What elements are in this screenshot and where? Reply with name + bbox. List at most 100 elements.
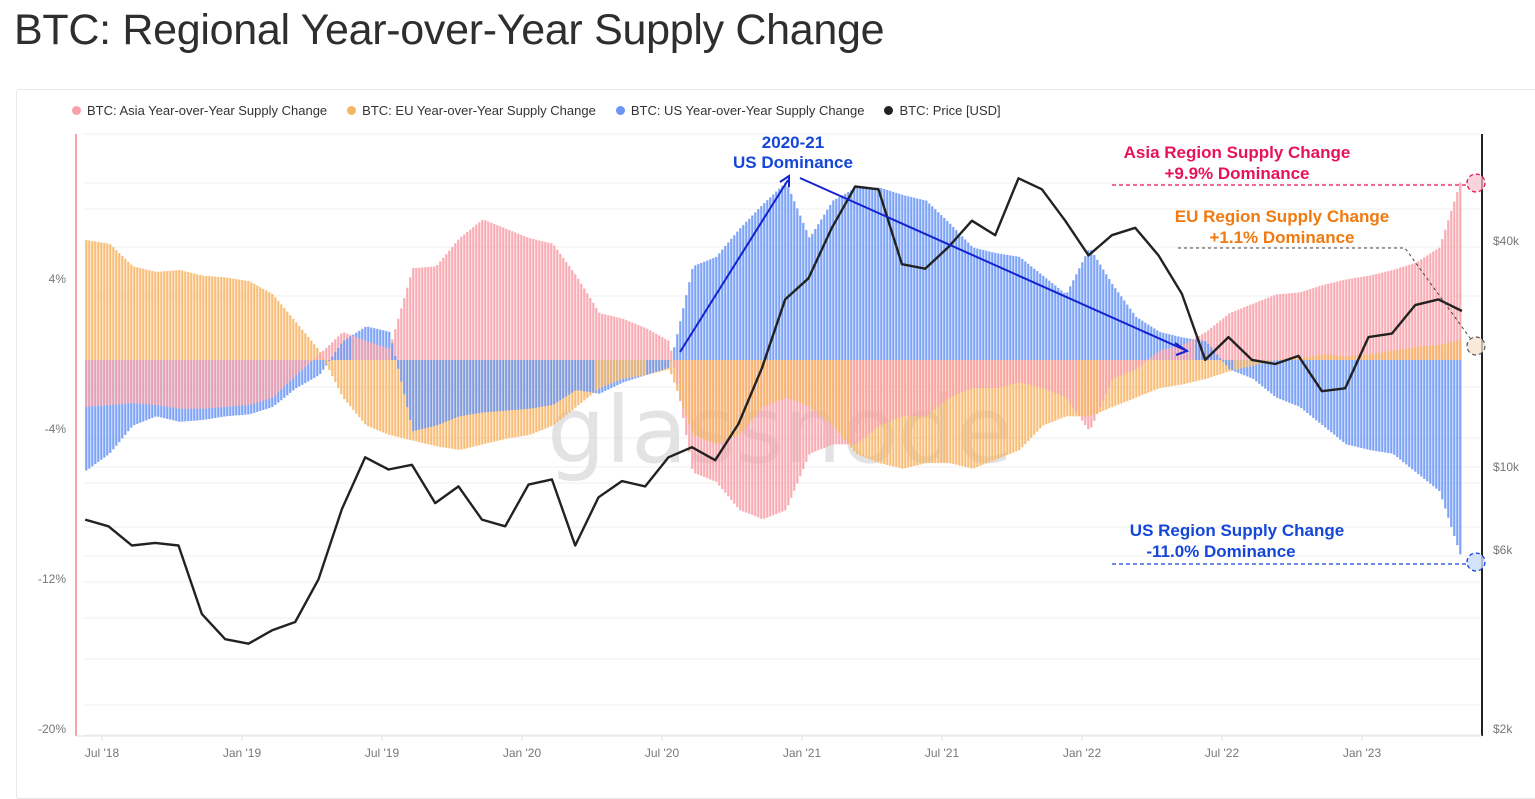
bar-us [1375, 360, 1377, 451]
bar-eu [1153, 360, 1155, 390]
bar-eu [1432, 346, 1434, 361]
bar-asia [877, 360, 879, 427]
bar-asia [379, 346, 381, 360]
bar-us [1342, 360, 1344, 442]
bar-asia [1012, 360, 1014, 384]
bar-asia [1189, 341, 1191, 360]
bar-eu [244, 281, 246, 360]
bar-asia [1357, 277, 1359, 360]
bar-eu [154, 272, 156, 360]
bar-eu [1174, 360, 1176, 386]
bar-asia [202, 360, 204, 409]
bar-asia [316, 356, 318, 360]
bar-eu [130, 265, 132, 360]
left-axis-ticks: 4%-4%-12%-20% [38, 272, 66, 736]
bar-us [808, 237, 810, 360]
bar-asia [403, 298, 405, 360]
bar-asia [1036, 360, 1038, 387]
bar-asia [1264, 299, 1266, 360]
bar-asia [856, 360, 858, 444]
bar-eu [697, 360, 699, 437]
bar-asia [559, 254, 561, 360]
bar-us [679, 321, 681, 360]
bar-asia [589, 298, 591, 360]
bar-us [790, 194, 792, 360]
bar-asia [562, 258, 564, 360]
bar-asia [274, 360, 276, 395]
bar-eu [127, 262, 129, 360]
bar-eu [772, 360, 774, 403]
bar-asia [283, 360, 285, 387]
bar-eu [355, 360, 357, 414]
bar-asia [556, 250, 558, 360]
bar-eu [373, 360, 375, 429]
bar-asia [214, 360, 216, 408]
bar-asia [388, 349, 390, 360]
bar-asia [100, 360, 102, 406]
bar-eu [1309, 356, 1311, 360]
bar-asia [1063, 360, 1065, 397]
bar-asia [613, 317, 615, 360]
bar-asia [565, 262, 567, 360]
bar-eu [1318, 355, 1320, 360]
bar-asia [1231, 312, 1233, 360]
bar-asia [1168, 348, 1170, 360]
bar-asia [91, 360, 93, 406]
bar-eu [1084, 360, 1086, 416]
bar-eu [613, 360, 615, 382]
bar-us [1228, 360, 1230, 369]
bar-asia [655, 334, 657, 360]
bar-asia [1033, 360, 1035, 386]
bar-eu [619, 360, 621, 380]
bar-asia [1297, 293, 1299, 360]
bar-asia [250, 360, 252, 405]
bar-eu [187, 272, 189, 360]
bar-eu [1078, 360, 1080, 416]
bar-eu [634, 360, 636, 377]
bar-eu [1345, 356, 1347, 360]
bar-asia [217, 360, 219, 408]
bar-eu [1087, 360, 1089, 416]
bar-eu [712, 360, 714, 443]
bar-us [322, 360, 324, 370]
bar-asia [595, 308, 597, 360]
bar-us [757, 209, 759, 360]
bar-asia [1108, 360, 1110, 387]
bar-us [922, 200, 924, 360]
bar-eu [268, 292, 270, 360]
bar-asia [1333, 282, 1335, 360]
bar-eu [1234, 360, 1236, 370]
bar-asia [262, 360, 264, 401]
bar-asia [1450, 211, 1452, 360]
bar-eu [325, 360, 327, 364]
bar-asia [205, 360, 207, 409]
bar-eu [787, 360, 789, 398]
bar-us [343, 340, 345, 360]
bar-asia [1432, 252, 1434, 360]
bar-asia [1309, 289, 1311, 360]
bar-eu [745, 360, 747, 427]
bar-eu [748, 360, 750, 423]
bar-asia [166, 360, 168, 407]
bar-eu [382, 360, 384, 433]
bar-eu [757, 360, 759, 413]
bar-us [508, 360, 510, 410]
bar-eu [625, 360, 627, 378]
bar-asia [1267, 298, 1269, 360]
bar-asia [634, 324, 636, 360]
bar-us [484, 360, 486, 412]
bar-us [1339, 360, 1341, 440]
bar-us [850, 190, 852, 360]
bar-eu [778, 360, 780, 400]
bar-asia [988, 360, 990, 388]
bar-asia [658, 335, 660, 360]
bar-asia [481, 220, 483, 360]
bar-asia [1024, 360, 1026, 384]
bar-eu [1186, 360, 1188, 383]
bar-asia [868, 360, 870, 434]
bar-asia [583, 289, 585, 361]
bar-us [1138, 319, 1140, 360]
bar-asia [904, 360, 906, 416]
y-left-tick-label: 4% [49, 272, 67, 286]
